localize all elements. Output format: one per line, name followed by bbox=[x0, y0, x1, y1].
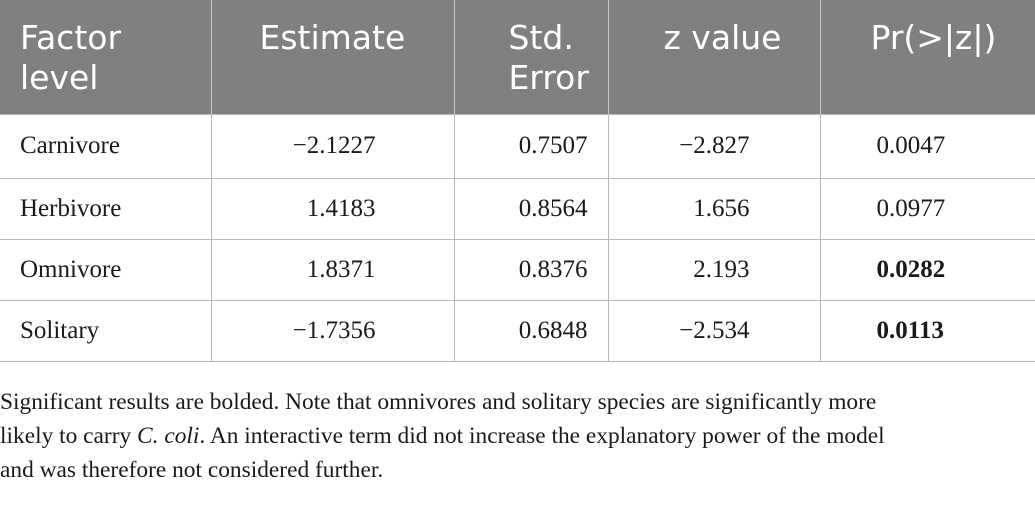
header-std-error-line2: Error bbox=[508, 58, 589, 97]
cell-std-error: 0.8376 bbox=[453, 238, 608, 300]
species-name-italic: C. coli bbox=[137, 423, 200, 449]
cell-factor: Solitary bbox=[0, 299, 211, 362]
header-z-value: z value bbox=[607, 0, 820, 114]
cell-z-value: 1.656 bbox=[607, 177, 820, 239]
cell-estimate: 1.4183 bbox=[210, 177, 454, 239]
results-table-container: Factor level Estimate Std. Error z value… bbox=[0, 0, 1035, 362]
header-factor-level: Factor level bbox=[0, 0, 211, 114]
cell-estimate: −1.7356 bbox=[210, 299, 454, 362]
table-row: Omnivore 1.8371 0.8376 2.193 0.0282 bbox=[0, 238, 1035, 300]
header-factor-level-line2: level bbox=[20, 58, 99, 97]
footnote-line-2-start: likely to carry bbox=[0, 423, 138, 449]
header-row: Factor level Estimate Std. Error z value… bbox=[0, 0, 1035, 114]
cell-std-error: 0.7507 bbox=[453, 113, 608, 178]
cell-std-error: 0.8564 bbox=[453, 177, 608, 239]
cell-z-value: −2.534 bbox=[607, 299, 820, 362]
table-row: Carnivore −2.1227 0.7507 −2.827 0.0047 bbox=[0, 113, 1035, 178]
cell-p-value: 0.0047 bbox=[819, 113, 1035, 178]
header-estimate: Estimate bbox=[210, 0, 454, 114]
table-header: Factor level Estimate Std. Error z value… bbox=[0, 0, 1035, 114]
footnote-line-1: Significant results are bolded. Note tha… bbox=[0, 389, 877, 415]
regression-results-table: Factor level Estimate Std. Error z value… bbox=[0, 0, 1035, 362]
footnote-line-2: likely to carry C. coli. An interactive … bbox=[0, 419, 1035, 453]
cell-factor: Omnivore bbox=[0, 238, 211, 300]
cell-std-error: 0.6848 bbox=[453, 299, 608, 362]
table-body: Carnivore −2.1227 0.7507 −2.827 0.0047 H… bbox=[0, 113, 1035, 362]
header-p-value: Pr(>|z|) bbox=[819, 0, 1035, 114]
cell-z-value: −2.827 bbox=[607, 113, 820, 178]
table-row: Solitary −1.7356 0.6848 −2.534 0.0113 bbox=[0, 299, 1035, 362]
header-z-value-label: z value bbox=[663, 18, 782, 57]
cell-p-value: 0.0977 bbox=[819, 177, 1035, 239]
cell-p-value-significant: 0.0113 bbox=[819, 299, 1035, 362]
cell-estimate: 1.8371 bbox=[210, 238, 454, 300]
table-row: Herbivore 1.4183 0.8564 1.656 0.0977 bbox=[0, 177, 1035, 239]
header-estimate-label: Estimate bbox=[259, 18, 406, 57]
footnote-line-2-end: . An interactive term did not increase t… bbox=[199, 423, 885, 449]
cell-estimate: −2.1227 bbox=[210, 113, 454, 178]
footnote-line-3: and was therefore not considered further… bbox=[0, 457, 384, 483]
cell-z-value: 2.193 bbox=[607, 238, 820, 300]
header-std-error-line1: Std. bbox=[508, 18, 574, 57]
cell-factor: Carnivore bbox=[0, 113, 211, 178]
cell-factor: Herbivore bbox=[0, 177, 211, 239]
header-std-error: Std. Error bbox=[453, 0, 608, 114]
cell-p-value-significant: 0.0282 bbox=[819, 238, 1035, 300]
header-factor-level-line1: Factor bbox=[20, 18, 122, 57]
header-p-value-label: Pr(>|z|) bbox=[870, 18, 997, 57]
table-footnote: Significant results are bolded. Note tha… bbox=[0, 385, 1035, 487]
